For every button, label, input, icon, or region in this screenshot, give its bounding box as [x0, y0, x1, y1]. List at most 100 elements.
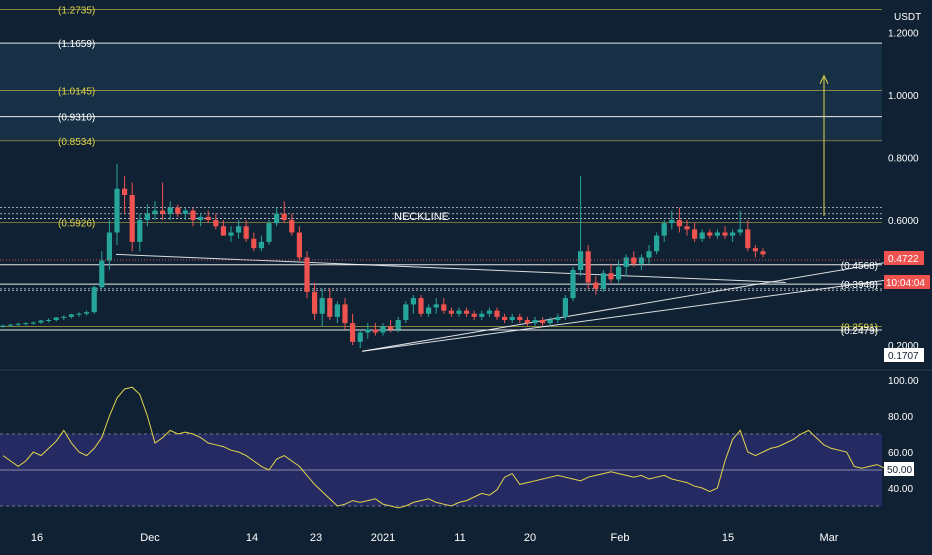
candle-body — [464, 310, 470, 314]
candle-body — [274, 213, 280, 224]
candle-body — [91, 287, 97, 313]
candle-body — [38, 320, 44, 323]
low-price-badge: 0.1707 — [884, 348, 924, 362]
candle-body — [319, 298, 325, 314]
time-tick-label: Feb — [611, 532, 630, 544]
candle-body — [730, 232, 736, 236]
candle-body — [403, 304, 409, 320]
low-price-text: 0.1707 — [888, 351, 919, 362]
level-label: (0.4568) — [841, 261, 878, 272]
candle-body — [441, 304, 447, 311]
candle-body — [707, 232, 713, 236]
candle-body — [456, 310, 462, 314]
price-tick-label: 0.2000 — [888, 341, 919, 352]
candle-body — [410, 298, 416, 305]
candle-body — [547, 320, 553, 324]
rsi-tick-label: 80.00 — [888, 412, 913, 423]
candle-body — [760, 251, 766, 255]
candle-body — [426, 307, 432, 314]
candle-body — [745, 229, 751, 249]
candle-body — [631, 257, 637, 264]
candle-body — [638, 257, 644, 264]
candle-body — [388, 326, 394, 330]
candle-body — [175, 207, 181, 214]
candle-body — [737, 229, 743, 233]
time-tick-label: 14 — [246, 532, 258, 544]
candle-body — [251, 238, 257, 249]
candle-body — [585, 251, 591, 283]
time-tick-label: Dec — [140, 532, 160, 544]
target-zone — [0, 43, 882, 141]
countdown-badge: 10:04:04 — [884, 275, 930, 289]
candle-body — [600, 273, 606, 289]
candle-body — [357, 332, 363, 342]
candle-body — [182, 210, 188, 214]
candle-body — [296, 232, 302, 258]
candle-body — [608, 273, 614, 280]
neckline-label: NECKLINE — [394, 211, 449, 223]
candle-body — [334, 304, 340, 317]
candle-body — [714, 232, 720, 236]
level-label: (0.9310) — [58, 113, 95, 124]
level-label: (1.0145) — [58, 86, 95, 97]
candle-body — [327, 298, 333, 317]
candle-body — [205, 216, 211, 220]
candle-body — [243, 226, 249, 239]
level-label: (0.8534) — [58, 137, 95, 148]
candle-body — [623, 257, 629, 267]
time-tick-label: 16 — [31, 532, 43, 544]
price-tick-label: 0.8000 — [888, 154, 919, 165]
last-price-text: 0.4722 — [888, 254, 919, 265]
candle-body — [661, 223, 667, 236]
candle-body — [53, 317, 59, 320]
rsi-tick-label: 100.00 — [888, 376, 919, 387]
candle-body — [106, 232, 112, 261]
level-label: (0.5926) — [58, 218, 95, 229]
candle-body — [350, 323, 356, 342]
candle-body — [213, 220, 219, 227]
candle-body — [0, 325, 6, 327]
currency-label: USDT — [894, 12, 921, 23]
candle-body — [593, 282, 599, 289]
level-label: (0.2479) — [841, 326, 878, 337]
candle-body — [61, 316, 67, 318]
projection-arrow-head — [819, 74, 829, 84]
time-tick-label: 23 — [310, 532, 322, 544]
candle-body — [220, 226, 226, 236]
candle-body — [676, 220, 682, 227]
countdown-text: 10:04:04 — [886, 278, 925, 289]
trendline — [362, 257, 916, 352]
candle-body — [752, 248, 758, 252]
candle-body — [646, 251, 652, 258]
candle-body — [692, 229, 698, 239]
candle-body — [555, 316, 561, 320]
candle-body — [418, 298, 424, 314]
candle-body — [68, 314, 74, 317]
candle-body — [524, 320, 530, 324]
candle-body — [380, 326, 386, 333]
rsi-last-text: 50.00 — [887, 465, 912, 476]
candle-body — [228, 232, 234, 236]
candle-body — [578, 251, 584, 270]
level-label: (0.2591) — [841, 323, 878, 334]
candle-body — [540, 320, 546, 324]
rsi-tick-label: 40.00 — [888, 484, 913, 495]
candle-body — [281, 213, 287, 220]
candle-body — [190, 210, 196, 220]
rsi-line — [2, 386, 900, 509]
candle-body — [236, 226, 242, 233]
candle-body — [137, 220, 143, 242]
candle-body — [167, 207, 173, 214]
candle-body — [258, 241, 264, 249]
candle-body — [46, 320, 52, 321]
candle-body — [509, 316, 515, 320]
candle-body — [266, 223, 272, 242]
candle-body — [289, 220, 295, 233]
candle-body — [616, 266, 622, 280]
candle-body — [722, 232, 728, 236]
time-tick-label: 15 — [722, 532, 734, 544]
candle-body — [517, 316, 523, 320]
trendline — [362, 275, 916, 352]
